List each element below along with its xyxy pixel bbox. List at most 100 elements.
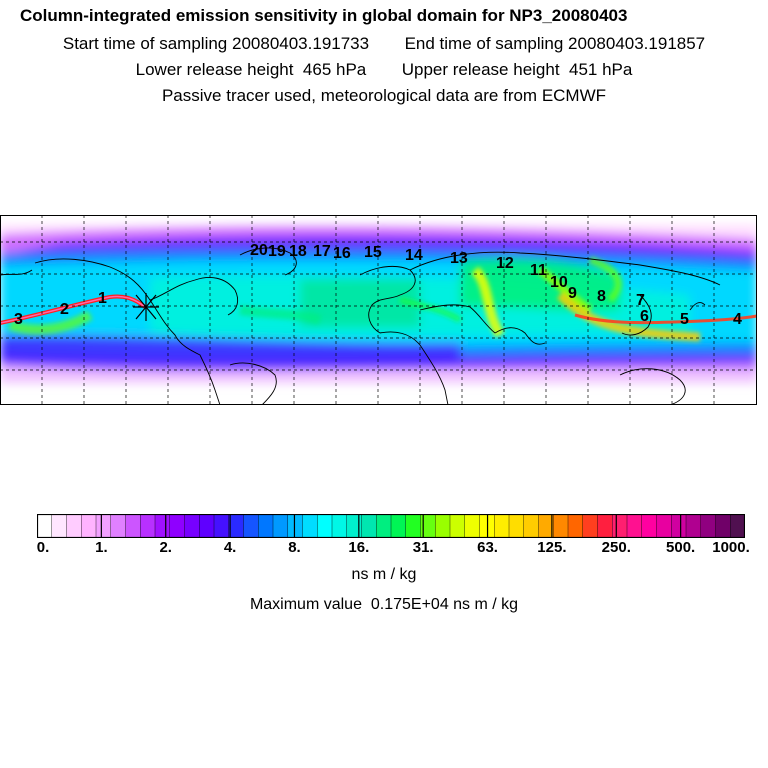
colorbar-cell <box>125 514 141 538</box>
tracer-note: Passive tracer used, meteorological data… <box>161 86 607 105</box>
colorbar-cell <box>213 514 230 538</box>
trajectory-point-label: 3 <box>14 311 23 328</box>
trajectory-point-label: 5 <box>680 311 689 328</box>
trajectory-point-label: 19 <box>268 243 286 260</box>
colorbar-cell <box>494 514 510 538</box>
colorbar-cell <box>567 514 584 538</box>
colorbar-cell <box>184 514 200 538</box>
colorbar-tick-label: 8. <box>288 539 301 556</box>
colorbar-cell <box>656 514 672 538</box>
colorbar-cell <box>700 514 717 538</box>
colorbar-cell <box>140 514 156 538</box>
colorbar-cell <box>671 514 687 538</box>
colorbar-cell <box>331 514 348 538</box>
colorbar-cell <box>110 514 127 538</box>
trajectory-point-label: 14 <box>405 247 423 264</box>
colorbar-cell <box>317 514 333 538</box>
colorbar-cell <box>302 514 318 538</box>
colorbar-cell <box>553 514 569 538</box>
end-time-value: 20080403.191857 <box>568 34 706 53</box>
trajectory-point-label: 17 <box>313 243 331 260</box>
colorbar-cell <box>346 514 363 538</box>
colorbar-cell <box>154 514 171 538</box>
colorbar-tick-label: 1000. <box>712 539 750 556</box>
trajectory-point-label: 6 <box>640 308 649 325</box>
colorbar-tick-label: 250. <box>601 539 631 556</box>
colorbar-tick-label: 2. <box>159 539 172 556</box>
colorbar-cell <box>361 514 377 538</box>
colorbar-cell <box>464 514 481 538</box>
colorbar-cell <box>582 514 599 538</box>
colorbar-cell <box>730 514 745 538</box>
trajectory-point-label: 1 <box>98 290 107 307</box>
colorbar-cell <box>243 514 259 538</box>
start-time-value: 20080403.191733 <box>232 34 370 53</box>
colorbar-cell <box>81 514 97 538</box>
colorbar-tick-label: 0. <box>36 539 50 556</box>
colorbar-cell <box>199 514 215 538</box>
colorbar-tick-label: 16. <box>348 539 370 556</box>
upper-height-value: 451 hPa <box>569 60 633 79</box>
trajectory-point-label: 11 <box>530 262 547 279</box>
trajectory-point-label: 4 <box>733 311 742 328</box>
colorbar-cell <box>390 514 407 538</box>
colorbar <box>37 514 745 538</box>
colorbar-cell <box>66 514 82 538</box>
colorbar-cell <box>287 514 304 538</box>
colorbar-cell <box>435 514 451 538</box>
trajectory-point-label: 20 <box>250 242 268 259</box>
sampling-time-line: Start time of sampling 20080403.191733 E… <box>0 34 768 54</box>
colorbar-cell <box>626 514 643 538</box>
coastlines <box>0 247 721 405</box>
colorbar-units: ns m / kg <box>351 566 417 583</box>
colorbar-cell <box>523 514 540 538</box>
lower-height-label: Lower release height <box>135 60 294 79</box>
colorbar-cell <box>405 514 422 538</box>
trajectory-point-label: 8 <box>597 288 606 305</box>
release-height-line: Lower release height 465 hPa Upper relea… <box>0 60 768 80</box>
trajectory-point-label: 12 <box>496 255 514 272</box>
colorbar-cell <box>597 514 613 538</box>
colorbar-cell <box>376 514 392 538</box>
trajectory-point-label: 13 <box>450 250 468 267</box>
trajectory-point-label: 16 <box>333 245 351 262</box>
max-value: 0.175E+04 ns m / kg <box>370 596 519 613</box>
colorbar-tick-label: 125. <box>537 539 567 556</box>
colorbar-cell <box>685 514 702 538</box>
colorbar-cell <box>258 514 274 538</box>
colorbar-tick-label: 500. <box>666 539 696 556</box>
jet-track <box>574 313 757 325</box>
colorbar-cell <box>37 514 53 538</box>
colorbar-tick-label: 63. <box>477 539 498 556</box>
lower-height-value: 465 hPa <box>302 60 367 79</box>
colorbar-tick-label: 4. <box>223 539 237 556</box>
trajectory-point-label: 9 <box>568 285 577 302</box>
end-time-label: End time of sampling <box>404 34 564 53</box>
colorbar-cell <box>228 514 245 538</box>
maximum-value-line: Maximum value 0.175E+04 ns m / kg <box>0 596 768 614</box>
colorbar-cell <box>272 514 289 538</box>
colorbar-cell <box>641 514 658 538</box>
trajectory-point-label: 7 <box>636 292 645 309</box>
trajectory-point-label: 10 <box>550 274 568 291</box>
colorbar-cell <box>169 514 186 538</box>
upper-height-label: Upper release height <box>401 60 560 79</box>
colorbar-tick-label: 31. <box>412 539 434 556</box>
colorbar-cell <box>612 514 628 538</box>
lat-lon-grid <box>0 215 757 405</box>
release-point-marker <box>133 293 159 321</box>
trajectory-point-label: 15 <box>364 244 382 261</box>
colorbar-cell <box>508 514 525 538</box>
start-time-label: Start time of sampling <box>62 34 228 53</box>
colorbar-cell <box>449 514 466 538</box>
trajectory-point-label: 18 <box>289 243 307 260</box>
colorbar-cell <box>95 514 112 538</box>
trajectory-point-label: 2 <box>60 301 69 318</box>
colorbar-tick-label: 1. <box>95 539 108 556</box>
colorbar-cell <box>51 514 68 538</box>
colorbar-cell <box>715 514 731 538</box>
max-value-label: Maximum value <box>249 596 362 613</box>
plot-title: Column-integrated emission sensitivity i… <box>20 6 628 25</box>
map-frame <box>0 215 757 405</box>
